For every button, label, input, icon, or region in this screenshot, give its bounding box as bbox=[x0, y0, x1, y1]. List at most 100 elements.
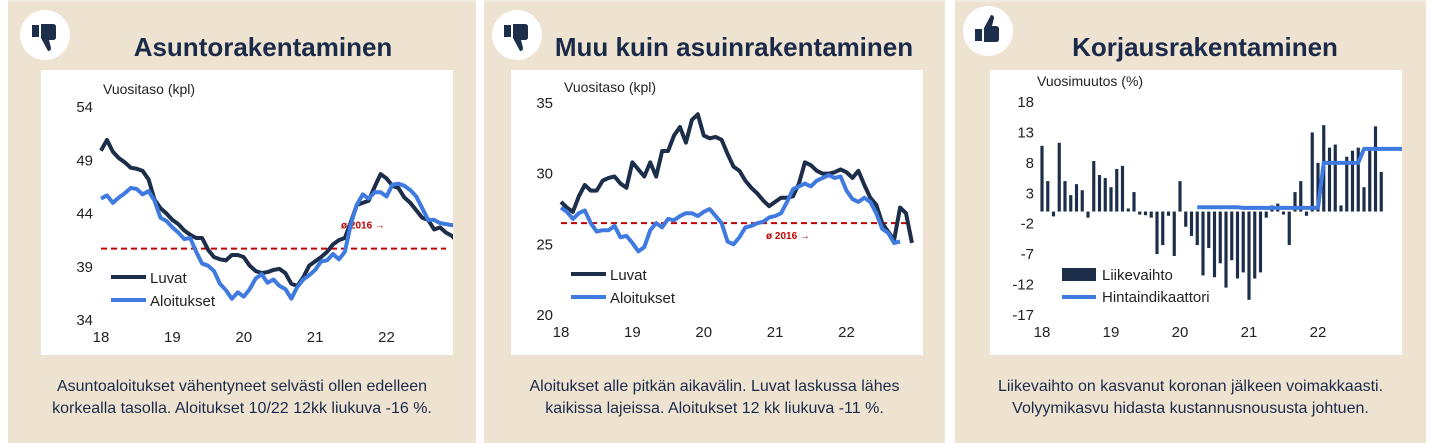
bar bbox=[1293, 192, 1297, 212]
panel-caption: Asuntoaloitukset vähentyneet selvästi ol… bbox=[18, 376, 466, 420]
bar bbox=[1057, 142, 1061, 212]
x-tick-label: 18 bbox=[1034, 324, 1051, 341]
y-tick-label: 35 bbox=[536, 95, 553, 112]
thumbs-down-icon bbox=[20, 10, 70, 60]
bar bbox=[1201, 211, 1205, 276]
bar bbox=[1189, 211, 1194, 236]
y-tick-label: -12 bbox=[1012, 277, 1034, 294]
bar bbox=[1069, 195, 1073, 212]
bar bbox=[1339, 205, 1343, 212]
panel-korjausrakentaminen: Korjausrakentaminen Vuosimuutos (%) 18 13 8… bbox=[955, 0, 1426, 443]
x-tick-label: 21 bbox=[307, 329, 324, 346]
x-tick-label: 20 bbox=[235, 329, 252, 346]
legend-swatch-bar bbox=[1062, 268, 1096, 281]
x-tick-label: 19 bbox=[624, 324, 641, 341]
panel-caption: Aloitukset alle pitkän aikavälin. Luvat … bbox=[492, 376, 937, 420]
bar bbox=[1080, 190, 1084, 212]
x-tick-label: 22 bbox=[838, 324, 855, 341]
bar bbox=[1373, 126, 1378, 212]
bar bbox=[1074, 184, 1079, 212]
caption-line: Liikevaihto on kasvanut koronan jälkeen … bbox=[997, 378, 1384, 395]
axis-label-y: Vuositaso (kpl) bbox=[564, 79, 656, 95]
x-tick-label: 21 bbox=[1241, 324, 1258, 341]
bar bbox=[1258, 211, 1263, 273]
panel-muu-rakentaminen: Muu kuin asuinrakentaminen Vuositaso (kp… bbox=[484, 0, 945, 443]
bar bbox=[1161, 211, 1165, 246]
bar bbox=[1345, 156, 1349, 212]
y-tick-label: 54 bbox=[76, 99, 93, 116]
bar bbox=[1224, 211, 1228, 288]
bar bbox=[1247, 211, 1251, 300]
caption-line: Volyymikasvu hidasta kustannusnoususta j… bbox=[1012, 400, 1369, 417]
bar bbox=[1138, 211, 1142, 215]
bar bbox=[1253, 211, 1257, 279]
bar bbox=[1184, 211, 1188, 227]
series-line-aloitukset bbox=[100, 181, 453, 301]
bar bbox=[1097, 175, 1102, 212]
bar bbox=[1316, 162, 1320, 212]
thumbs-up-icon bbox=[963, 6, 1013, 56]
y-tick-label: -17 bbox=[1012, 307, 1034, 324]
bar bbox=[1051, 211, 1056, 217]
bar bbox=[1063, 181, 1067, 212]
y-tick-label: 30 bbox=[536, 166, 553, 183]
y-tick-label: -7 bbox=[1021, 246, 1034, 263]
x-tick-label: 22 bbox=[1310, 324, 1327, 341]
bar bbox=[1230, 211, 1234, 261]
bar bbox=[1103, 178, 1107, 212]
legend-label: Aloitukset bbox=[150, 293, 216, 310]
bar bbox=[1120, 165, 1125, 212]
bar bbox=[1368, 150, 1372, 212]
thumbs-down-icon bbox=[492, 10, 542, 60]
bar bbox=[1333, 144, 1337, 212]
panel-title: Korjausrakentaminen bbox=[1072, 32, 1338, 62]
bar bbox=[1299, 181, 1303, 212]
bar bbox=[1109, 187, 1113, 212]
bar bbox=[1115, 168, 1119, 212]
caption-line: kaikissa lajeissa. Aloitukset 12 kk liuk… bbox=[545, 400, 884, 417]
panel-asuntorakentaminen: Asuntorakentaminen Vuositaso (kpl) 54 49 44… bbox=[8, 0, 476, 443]
bar bbox=[1304, 211, 1309, 216]
bar bbox=[1126, 208, 1130, 212]
legend-label: Luvat bbox=[610, 267, 648, 284]
bar bbox=[1143, 211, 1148, 216]
caption-line: Asuntoaloitukset vähentyneet selvästi ol… bbox=[56, 378, 428, 395]
chart-area: Vuositaso (kpl) 54 49 44 39 34 18 19 20 21 22 ø 201… bbox=[41, 70, 453, 355]
y-tick-label: 8 bbox=[1026, 155, 1034, 172]
y-tick-label: 18 bbox=[1017, 94, 1034, 111]
bar bbox=[1207, 211, 1211, 249]
bar bbox=[1149, 211, 1153, 218]
x-tick-label: 21 bbox=[767, 324, 784, 341]
x-tick-label: 20 bbox=[1172, 324, 1189, 341]
legend-label: Hintaindikaattori bbox=[1102, 289, 1210, 306]
bar bbox=[1132, 192, 1136, 212]
bar bbox=[1350, 150, 1355, 212]
bar bbox=[1086, 211, 1090, 218]
bar bbox=[1310, 132, 1314, 212]
panel-title: Muu kuin asuinrakentaminen bbox=[554, 32, 914, 62]
bar bbox=[1241, 211, 1245, 273]
series-line-aloitukset bbox=[559, 173, 901, 254]
bar bbox=[1195, 211, 1199, 246]
bar bbox=[1040, 145, 1044, 212]
bar bbox=[1356, 147, 1360, 212]
reference-label: ø 2016 → bbox=[341, 221, 385, 232]
y-tick-label: 44 bbox=[76, 206, 93, 223]
panel-caption: Liikevaihto on kasvanut koronan jälkeen … bbox=[965, 376, 1416, 420]
bar bbox=[1155, 211, 1159, 255]
axis-label-y: Vuosimuutos (%) bbox=[1037, 73, 1143, 89]
y-tick-label: 3 bbox=[1026, 185, 1034, 202]
y-tick-label: 25 bbox=[536, 236, 553, 253]
axis-label-y: Vuositaso (kpl) bbox=[103, 81, 195, 97]
bar bbox=[1235, 211, 1240, 279]
bar bbox=[1218, 211, 1222, 264]
series-line-luvat bbox=[559, 112, 914, 244]
x-tick-label: 18 bbox=[553, 324, 570, 341]
y-tick-label: 49 bbox=[76, 152, 93, 169]
y-tick-label: 39 bbox=[76, 259, 93, 276]
bar bbox=[1178, 181, 1182, 212]
bar bbox=[1212, 211, 1217, 278]
x-tick-label: 19 bbox=[164, 329, 181, 346]
